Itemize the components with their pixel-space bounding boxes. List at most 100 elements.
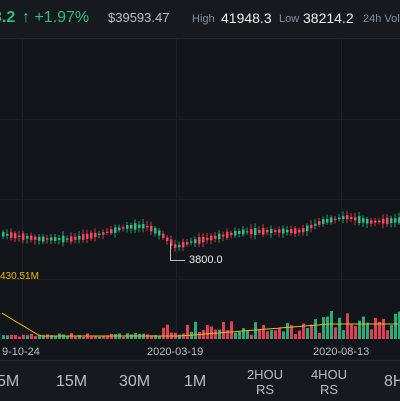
volume-bar [306,327,309,339]
volume-bar [274,330,277,339]
volume-bar [358,320,361,339]
candle-body [6,234,9,236]
volume-bar [390,325,393,339]
interval-8h[interactable]: 8H [384,373,400,390]
candle-body [282,228,285,234]
volume-bar [254,322,257,339]
x-tick-label: 9-10-24 [2,346,40,358]
interval-1h-label: 1M [184,373,207,390]
volume-bar [114,334,117,339]
volume-bar [62,334,65,339]
candlestick-chart[interactable]: 3800.0 430.51M 9-10-24 2020-03-19 2020-0… [0,39,400,359]
interval-30m[interactable]: 30M [119,373,151,390]
volume-bar [398,311,400,339]
volume-bar [214,329,217,339]
candle-body [218,233,221,240]
volume-bar [166,324,169,339]
volume-bar [122,336,125,339]
volume-bar [234,332,237,339]
candle-body [214,235,217,239]
interval-5m[interactable]: 5M [0,373,20,390]
volume-bar [230,321,233,339]
candle-body [366,218,369,224]
candle-body [310,224,313,229]
candle-body [262,227,265,235]
candle-body [246,231,249,233]
volume-bar [338,317,341,339]
low-value: 38214.2 [303,10,354,26]
volume-bar [106,335,109,339]
low-label: Low [279,13,300,25]
candle-body [78,235,81,240]
volume-bar [374,317,377,339]
candle-body [398,217,400,223]
volume-bar [294,334,297,339]
candle-body [174,244,177,248]
interval-2h[interactable]: 2HOU RS [245,367,285,397]
volume-bar [362,316,365,339]
candle-body [182,241,185,248]
candle-body [314,223,317,226]
volume-bar [386,330,389,339]
x-tick-label: 2020-03-19 [147,346,204,358]
interval-15m[interactable]: 15M [56,373,88,390]
volume-bar [74,336,77,339]
candle-body [110,229,113,234]
volume-bar [198,332,201,339]
candle-body [54,237,57,241]
volume-bar [314,319,317,339]
candle-body [338,217,341,220]
candle-body [22,233,25,241]
volume-bar [310,324,313,339]
volume-bar [6,335,9,339]
candle-body [14,233,17,239]
volume-bar [178,334,181,339]
candle-body [202,236,205,243]
volume-bar [94,336,97,339]
volume-group [2,311,400,339]
volume-bar [394,313,397,339]
candle-body [222,234,225,237]
volume-bar [270,330,273,339]
volume-bar [354,326,357,339]
volume-bar [46,334,49,339]
candle-body [394,218,397,223]
candle-body [266,229,269,233]
grid-line [0,119,400,120]
candle-body [134,223,137,230]
candle-body [326,219,329,223]
candle-body [122,227,125,229]
candle-body [142,224,145,229]
volume-bar [90,336,93,339]
interval-4h-line1: 4HOU [310,367,348,382]
candle-body [358,216,361,224]
interval-1h[interactable]: 1M [184,373,206,391]
high-label: High [192,13,215,25]
candle-body [334,218,337,220]
candle-body [34,236,37,240]
candle-body [198,237,201,244]
candle-body [38,236,41,241]
volume-bar [322,317,325,339]
candle-body [342,216,345,220]
candle-body [286,229,289,233]
volume-bar [222,322,225,339]
candle-body [230,232,233,236]
candle-body [130,224,133,229]
volume-bar [194,321,197,339]
volume-bar [250,334,253,339]
candle-body [26,235,29,239]
interval-4h[interactable]: 4HOU RS [309,367,349,397]
candle-body [302,228,305,233]
candle-body [298,229,301,233]
candle-body [194,239,197,244]
candles-group [2,210,400,252]
volume-bar [342,330,345,339]
candle-body [138,224,141,229]
grid-line [0,199,400,200]
candle-body [190,241,193,243]
candle-body [354,217,357,221]
volume-bar [186,324,189,339]
candle-body [50,237,53,241]
candle-body [126,225,129,229]
